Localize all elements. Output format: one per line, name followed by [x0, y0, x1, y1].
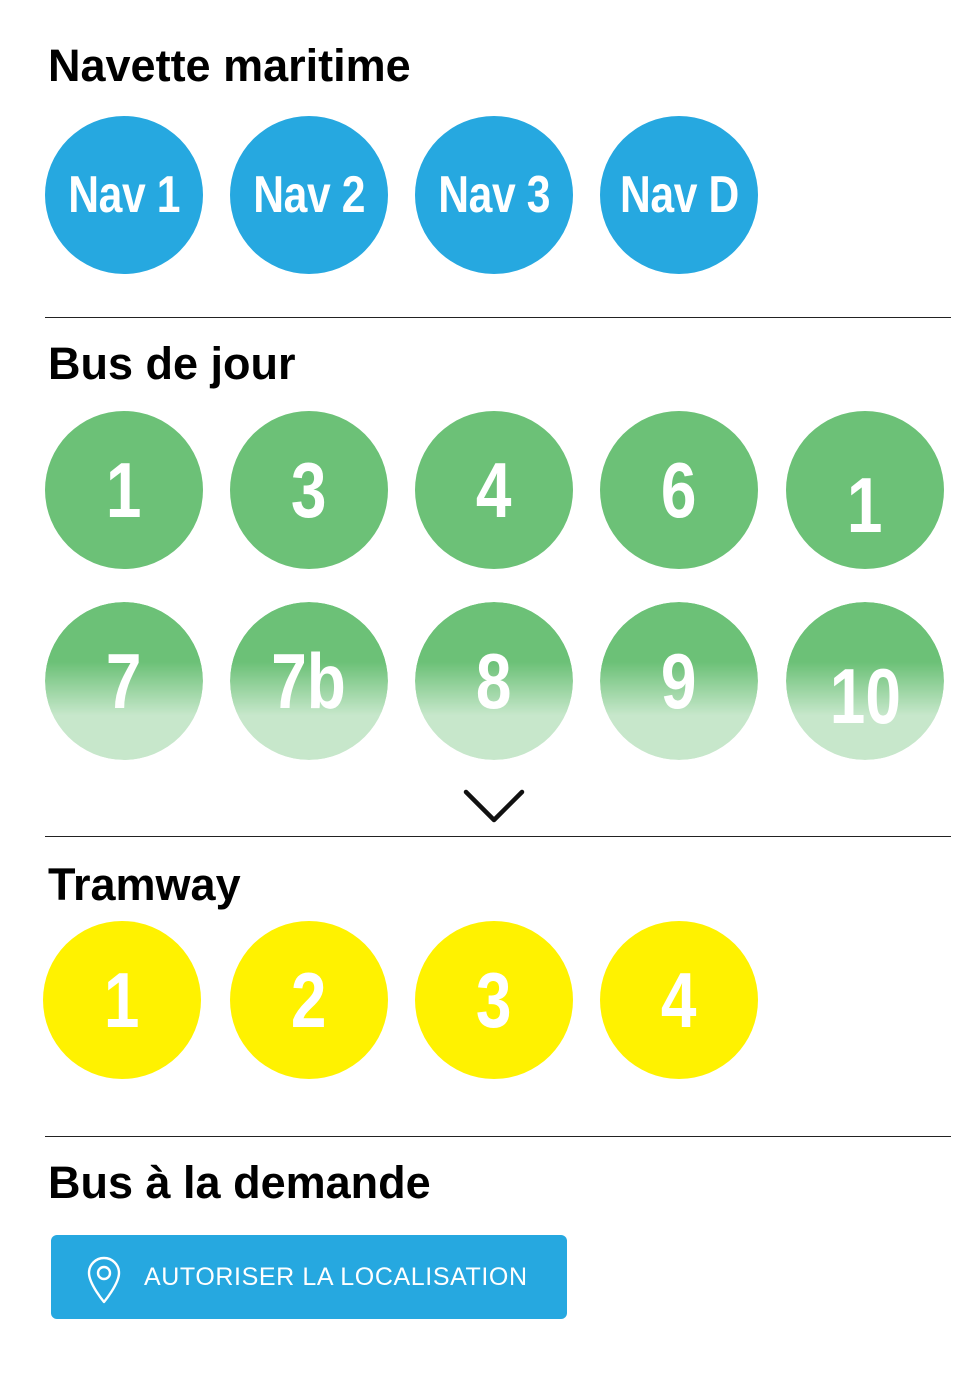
allow-location-button[interactable]: AUTORISER LA LOCALISATION	[51, 1235, 567, 1319]
line-badge-tram-4[interactable]: 4	[600, 921, 758, 1079]
section-title-bus-de-jour: Bus de jour	[48, 338, 296, 389]
line-badge-bus-3[interactable]: 3	[230, 411, 388, 569]
line-badge-bus-4[interactable]: 4	[415, 411, 573, 569]
chevron-down-icon[interactable]	[463, 786, 525, 826]
line-badge-bus-9[interactable]: 9	[600, 602, 758, 760]
line-badge-nav-2[interactable]: Nav 2	[230, 116, 388, 274]
line-badge-bus-10[interactable]: 10	[786, 602, 944, 760]
allow-location-label: AUTORISER LA LOCALISATION	[144, 1262, 528, 1291]
section-title-tramway: Tramway	[48, 859, 241, 910]
section-divider	[45, 836, 951, 837]
line-badge-nav-d[interactable]: Nav D	[600, 116, 758, 274]
section-title-bus-a-la-demande: Bus à la demande	[48, 1157, 431, 1208]
line-badge-bus-6[interactable]: 6	[600, 411, 758, 569]
line-badge-tram-2[interactable]: 2	[230, 921, 388, 1079]
line-badge-nav-1[interactable]: Nav 1	[45, 116, 203, 274]
line-badge-bus-1[interactable]: 1	[45, 411, 203, 569]
section-divider	[45, 1136, 951, 1137]
line-badge-bus-1-alt[interactable]: 1	[786, 411, 944, 569]
section-divider	[45, 317, 951, 318]
line-badge-tram-1[interactable]: 1	[43, 921, 201, 1079]
line-badge-bus-7b[interactable]: 7b	[230, 602, 388, 760]
line-badge-nav-3[interactable]: Nav 3	[415, 116, 573, 274]
section-title-navette: Navette maritime	[48, 40, 411, 91]
location-pin-icon	[87, 1256, 121, 1304]
line-badge-bus-8[interactable]: 8	[415, 602, 573, 760]
line-badge-tram-3[interactable]: 3	[415, 921, 573, 1079]
line-badge-bus-7[interactable]: 7	[45, 602, 203, 760]
